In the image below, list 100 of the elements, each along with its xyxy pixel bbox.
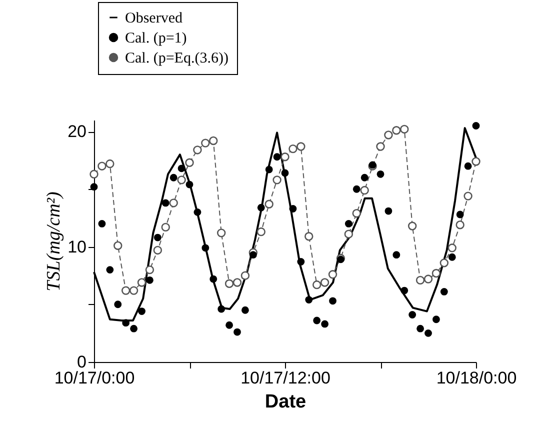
point xyxy=(153,246,162,255)
point xyxy=(313,316,321,324)
point xyxy=(122,319,130,327)
point xyxy=(194,208,202,216)
x-tick-label: 10/17/12:00 xyxy=(240,368,330,388)
point xyxy=(344,220,352,228)
point xyxy=(216,228,226,238)
point xyxy=(106,159,114,168)
point xyxy=(305,296,313,304)
point xyxy=(272,176,282,184)
point xyxy=(408,311,416,318)
point xyxy=(257,204,265,212)
x-tick-label: 10/18/0:00 xyxy=(436,368,517,388)
point xyxy=(440,288,448,296)
point xyxy=(185,158,194,167)
point xyxy=(162,199,170,207)
point xyxy=(424,274,433,284)
point xyxy=(384,130,393,140)
point xyxy=(106,266,114,274)
point xyxy=(130,324,138,332)
point xyxy=(400,124,409,134)
point xyxy=(193,146,202,154)
point xyxy=(352,208,361,218)
point xyxy=(416,276,425,285)
point xyxy=(224,279,234,288)
point xyxy=(448,244,456,252)
point xyxy=(304,232,314,241)
point xyxy=(240,271,250,280)
point xyxy=(121,286,130,295)
point xyxy=(146,276,154,284)
point xyxy=(329,297,336,305)
point xyxy=(288,144,298,154)
point xyxy=(392,251,400,259)
point xyxy=(281,169,289,177)
point xyxy=(264,200,274,208)
legend-label: Cal. (p=1) xyxy=(125,30,187,46)
y-tick-label: 10 xyxy=(68,237,86,256)
point xyxy=(201,138,210,148)
y-tick-label: 20 xyxy=(68,122,86,142)
point xyxy=(464,162,472,170)
point xyxy=(90,183,98,191)
point xyxy=(464,192,472,200)
x-axis-title: Date xyxy=(264,392,306,412)
point xyxy=(400,286,408,294)
point xyxy=(328,270,338,279)
point xyxy=(218,305,226,313)
point xyxy=(249,251,257,259)
point xyxy=(273,153,281,161)
point xyxy=(234,328,241,336)
point xyxy=(90,170,98,179)
point xyxy=(154,234,162,242)
point xyxy=(209,136,218,146)
point xyxy=(376,170,384,178)
point xyxy=(232,278,242,287)
point xyxy=(472,157,480,166)
point xyxy=(280,152,290,162)
point xyxy=(344,230,354,238)
point xyxy=(424,329,432,337)
point xyxy=(456,220,464,230)
point xyxy=(320,278,330,287)
point xyxy=(360,174,368,182)
legend-label: Cal. (p=Eq.(3.6)) xyxy=(125,50,228,66)
point xyxy=(186,180,194,188)
point xyxy=(169,198,178,208)
point xyxy=(202,244,210,252)
legend-label: Observed xyxy=(125,10,183,26)
point xyxy=(170,174,178,182)
point xyxy=(145,265,154,274)
point xyxy=(210,275,218,283)
x-tick-label: 10/17/0:00 xyxy=(54,368,135,388)
point xyxy=(242,306,249,314)
point xyxy=(161,222,170,232)
point xyxy=(360,186,369,195)
point xyxy=(416,324,424,332)
point xyxy=(448,253,456,261)
point xyxy=(376,142,385,151)
point xyxy=(384,207,392,215)
point xyxy=(177,176,186,184)
point xyxy=(289,205,297,212)
point xyxy=(138,308,146,315)
point xyxy=(432,268,441,278)
point xyxy=(256,227,266,236)
point xyxy=(312,280,322,290)
y-axis-title: TSL(mg/cm²) xyxy=(44,192,65,292)
point xyxy=(296,142,306,151)
point xyxy=(98,220,106,228)
point xyxy=(114,300,122,308)
point xyxy=(129,286,138,295)
point xyxy=(137,278,146,287)
point xyxy=(321,320,328,328)
point xyxy=(352,185,360,193)
point xyxy=(98,162,106,170)
point xyxy=(265,166,273,174)
point xyxy=(472,122,480,130)
point xyxy=(408,222,417,230)
y-tick-label: 0 xyxy=(77,352,86,372)
point xyxy=(440,258,449,268)
point xyxy=(114,241,122,250)
point xyxy=(456,210,464,218)
point xyxy=(392,126,401,135)
